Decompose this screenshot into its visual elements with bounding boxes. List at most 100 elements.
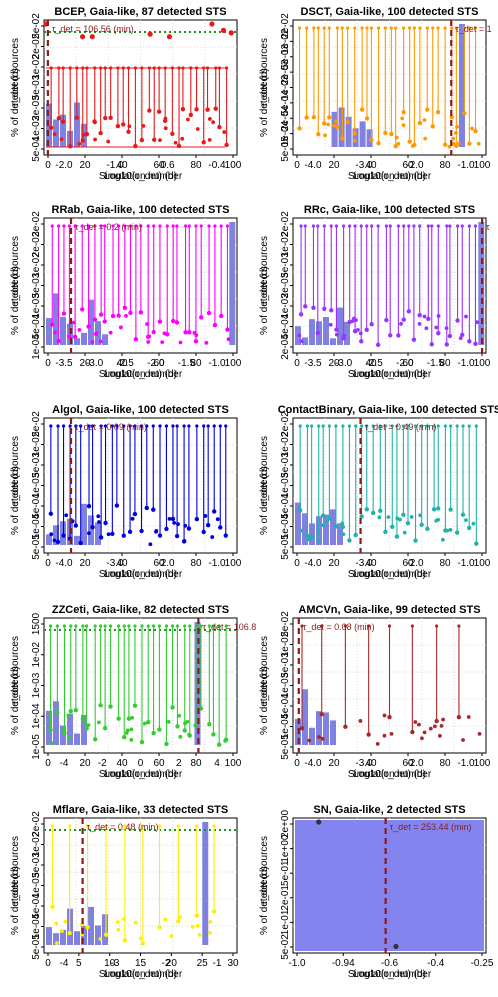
y-tick-label: 5e-05 bbox=[280, 136, 291, 162]
data-point bbox=[133, 624, 137, 628]
data-point bbox=[122, 624, 126, 628]
data-point bbox=[61, 726, 66, 731]
data-point bbox=[370, 510, 376, 516]
data-point bbox=[199, 224, 203, 228]
chart-title: Algol, Gaia-like, 100 detected STS bbox=[52, 404, 229, 416]
data-point bbox=[350, 319, 355, 323]
data-point bbox=[99, 224, 103, 228]
data-point bbox=[164, 526, 169, 532]
data-point bbox=[64, 513, 69, 518]
data-point bbox=[97, 720, 101, 725]
data-point bbox=[90, 340, 95, 345]
data-point bbox=[343, 624, 347, 628]
threshold-label: τ_det = 106.56 (min) bbox=[52, 24, 134, 34]
data-point bbox=[133, 143, 138, 149]
y-tick-label: 5e-03 bbox=[280, 452, 291, 478]
y-tick-label: 5e-02 bbox=[31, 411, 42, 437]
data-point bbox=[87, 531, 91, 536]
data-point bbox=[297, 508, 303, 513]
data-point bbox=[178, 734, 183, 739]
x-tick-label-overlap: -1.0 bbox=[457, 758, 475, 769]
data-point bbox=[193, 723, 198, 728]
data-point bbox=[157, 319, 163, 324]
data-point bbox=[334, 119, 339, 124]
data-point bbox=[60, 119, 66, 124]
data-point bbox=[431, 507, 437, 512]
data-point bbox=[334, 332, 339, 337]
y-tick-label: 1e-02 bbox=[31, 642, 42, 668]
data-point bbox=[327, 115, 332, 120]
data-point bbox=[458, 336, 463, 341]
x-tick-label: 15 bbox=[135, 958, 147, 969]
data-point bbox=[406, 424, 410, 428]
data-point bbox=[460, 512, 466, 517]
chart-title: RRc, Gaia-like, 100 detected STS bbox=[304, 204, 475, 216]
x-tick-label: 100 bbox=[474, 758, 491, 769]
data-point bbox=[473, 341, 478, 347]
data-point bbox=[222, 130, 227, 134]
chart-panel: DSCT, Gaia-like, 100 detected STS τ_det =… bbox=[259, 6, 492, 182]
y-tick-label: 5e-04 bbox=[280, 493, 291, 519]
x-tick-label: 20 bbox=[79, 160, 91, 171]
data-point bbox=[474, 541, 479, 546]
data-point bbox=[224, 424, 228, 428]
y-tick-label: 2e-04 bbox=[280, 334, 291, 360]
data-point bbox=[434, 325, 439, 330]
data-point bbox=[435, 624, 439, 628]
data-point bbox=[422, 314, 427, 319]
y-tick-label: 5e-04 bbox=[31, 493, 42, 519]
x-tick-label: 20 bbox=[328, 160, 340, 171]
data-point bbox=[437, 733, 442, 738]
data-point bbox=[130, 715, 135, 720]
data-point bbox=[98, 130, 103, 136]
data-point bbox=[320, 736, 325, 741]
threshold-label: τ_det = 253.44 (min) bbox=[390, 822, 472, 832]
x-axis-label-overlap: Log10(τ_det) (d) bbox=[353, 171, 426, 182]
x-tick-label: 100 bbox=[225, 758, 242, 769]
data-point bbox=[56, 424, 60, 428]
data-point bbox=[123, 224, 127, 228]
data-point bbox=[81, 132, 86, 137]
data-point bbox=[187, 424, 191, 428]
histogram-bar bbox=[337, 307, 343, 345]
chart-panel: RRc, Gaia-like, 100 detected STS τ 0 20 40 60… bbox=[259, 204, 491, 380]
data-point bbox=[157, 824, 162, 828]
data-point bbox=[454, 530, 460, 535]
data-point bbox=[129, 737, 134, 742]
data-point bbox=[111, 224, 115, 228]
data-point bbox=[49, 532, 54, 537]
data-point bbox=[151, 624, 156, 628]
x-tick-label-overlap: -2.5 bbox=[117, 358, 135, 369]
data-point bbox=[127, 529, 133, 534]
data-point bbox=[74, 424, 78, 428]
data-point bbox=[306, 537, 311, 542]
data-point bbox=[74, 624, 78, 628]
data-point bbox=[146, 340, 151, 344]
data-point bbox=[140, 941, 146, 946]
y-axis-label-overlap: τ_det (d) bbox=[259, 866, 270, 904]
data-point bbox=[186, 526, 192, 531]
data-point bbox=[122, 305, 128, 310]
x-tick-label: 40 bbox=[365, 160, 377, 171]
data-point bbox=[98, 312, 104, 317]
data-point bbox=[320, 513, 326, 518]
data-point bbox=[174, 533, 180, 539]
data-point bbox=[370, 224, 374, 228]
data-point bbox=[128, 310, 133, 316]
x-tick-label: 40 bbox=[116, 758, 128, 769]
y-tick-label: 1e-04 bbox=[280, 120, 291, 146]
data-point bbox=[451, 141, 456, 146]
data-point bbox=[106, 532, 111, 537]
data-point bbox=[180, 106, 186, 112]
data-point bbox=[152, 137, 157, 142]
x-tick-label-overlap: -1.0 bbox=[457, 358, 475, 369]
histogram-bar bbox=[323, 514, 329, 545]
data-point bbox=[426, 316, 431, 322]
data-point bbox=[176, 919, 181, 924]
histogram-bar bbox=[337, 523, 343, 545]
y-tick-label: 2e-02 bbox=[31, 231, 42, 257]
data-point bbox=[216, 742, 222, 747]
threshold-label: τ_det = 106.8 bbox=[202, 622, 256, 632]
data-point bbox=[382, 713, 387, 718]
data-point bbox=[81, 624, 85, 628]
